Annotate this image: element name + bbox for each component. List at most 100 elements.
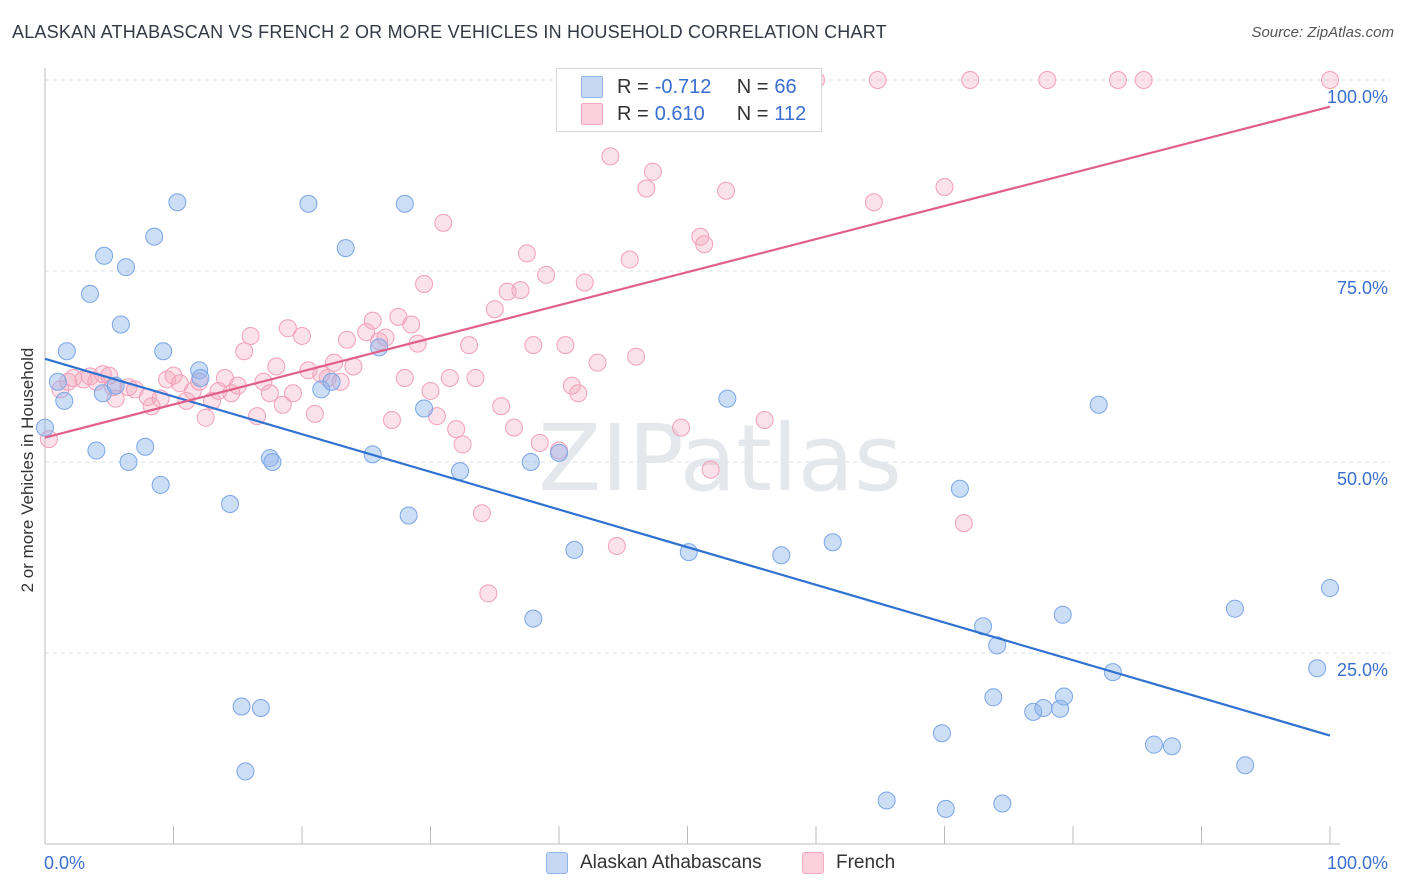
french-point xyxy=(569,384,588,403)
french-point xyxy=(440,368,459,387)
athabascan-point xyxy=(154,342,173,361)
french-point xyxy=(460,336,479,355)
athabascan-point xyxy=(877,791,896,810)
french-point xyxy=(305,404,324,423)
athabascan-point xyxy=(1225,599,1244,618)
french-point xyxy=(1108,71,1127,89)
french-point xyxy=(954,514,973,533)
athabascan-point xyxy=(87,441,106,460)
french-point xyxy=(1321,71,1339,89)
french-point xyxy=(447,420,466,439)
legend-swatch-pink xyxy=(581,103,603,125)
athabascan-point xyxy=(48,372,67,391)
series-swatch-pink xyxy=(802,852,824,874)
legend-row-french: R = 0.610 N = 112 xyxy=(581,101,806,127)
athabascan-point xyxy=(718,389,737,408)
french-point xyxy=(466,368,485,387)
french-point xyxy=(492,397,511,416)
french-point xyxy=(524,336,543,355)
athabascan-points xyxy=(36,193,1339,818)
x-tick-min: 0.0% xyxy=(44,853,86,873)
french-point xyxy=(434,213,453,232)
athabascan-point xyxy=(823,533,842,552)
french-point xyxy=(556,336,575,355)
french-point xyxy=(601,147,620,166)
athabascan-point xyxy=(263,453,282,471)
french-point xyxy=(562,376,581,395)
athabascan-point xyxy=(1051,699,1070,718)
french-point xyxy=(755,410,774,429)
legend-swatch-blue xyxy=(581,76,603,98)
french-point xyxy=(575,273,594,292)
legend-r-label: R = xyxy=(617,75,649,98)
athabascan-point xyxy=(111,315,130,334)
french-point xyxy=(293,326,311,345)
french-point xyxy=(620,250,639,269)
french-point xyxy=(337,330,356,349)
french-point xyxy=(498,282,517,301)
french-point xyxy=(472,504,491,523)
legend-n-value: 66 xyxy=(774,75,797,98)
french-point xyxy=(637,179,656,198)
french-point xyxy=(643,162,662,181)
athabascan-point xyxy=(191,368,210,387)
french-point xyxy=(284,384,303,403)
watermark: ZIPatlas xyxy=(538,405,902,512)
x-tick-max: 100.0% xyxy=(1327,853,1389,873)
athabascan-point xyxy=(936,799,955,818)
athabascan-point xyxy=(521,453,540,471)
athabascan-point xyxy=(336,239,355,258)
french-point xyxy=(402,315,421,334)
french-point xyxy=(273,395,292,414)
athabascan-point xyxy=(932,724,951,743)
french-point xyxy=(505,418,524,437)
series-legend: Alaskan Athabascans French xyxy=(0,852,1406,878)
athabascan-point xyxy=(145,227,164,246)
legend-n-value: 112 xyxy=(774,102,807,125)
athabascan-point xyxy=(550,443,568,462)
french-point xyxy=(701,460,720,479)
chart-title: ALASKAN ATHABASCAN VS FRENCH 2 OR MORE V… xyxy=(12,22,887,42)
athabascan-point xyxy=(993,794,1012,813)
athabascan-point xyxy=(772,546,791,565)
french-point xyxy=(395,368,414,387)
french-point xyxy=(530,433,549,452)
athabascan-point xyxy=(1162,737,1181,756)
athabascan-point xyxy=(136,437,155,456)
french-point xyxy=(479,584,498,603)
legend-row-athabascan: R = -0.712 N = 66 xyxy=(581,74,797,100)
french-point xyxy=(864,193,883,212)
athabascan-point xyxy=(1053,605,1072,624)
athabascan-point xyxy=(232,697,251,716)
french-point xyxy=(1134,71,1153,89)
athabascan-point xyxy=(236,762,255,781)
french-point xyxy=(672,418,691,437)
series-legend-athabascan: Alaskan Athabascans xyxy=(546,852,762,874)
athabascan-point xyxy=(251,699,270,718)
trend-lines xyxy=(44,105,1331,737)
french-point xyxy=(415,274,434,293)
y-tick-25: 25.0% xyxy=(1337,660,1389,680)
athabascan-point xyxy=(1024,702,1043,721)
french-point xyxy=(588,353,607,372)
athabascan-point xyxy=(119,453,138,471)
y-tick-75: 75.0% xyxy=(1337,278,1389,298)
athabascan-point xyxy=(984,688,1003,707)
french-point xyxy=(511,281,530,300)
y-tick-50: 50.0% xyxy=(1337,469,1389,489)
athabascan-point xyxy=(322,372,341,391)
legend-r-value: 0.610 xyxy=(654,102,705,125)
athabascan-point xyxy=(1034,699,1053,718)
french-point xyxy=(363,311,382,330)
french-point xyxy=(627,347,646,366)
athabascan-point xyxy=(80,284,99,303)
series-label: Alaskan Athabascans xyxy=(580,852,762,873)
french-point xyxy=(485,300,504,319)
athabascan-point xyxy=(395,194,414,213)
french-point xyxy=(607,537,626,556)
french-point xyxy=(382,410,401,429)
french-point xyxy=(235,342,254,361)
athabascan-point xyxy=(451,462,470,481)
athabascan-point xyxy=(116,258,135,277)
